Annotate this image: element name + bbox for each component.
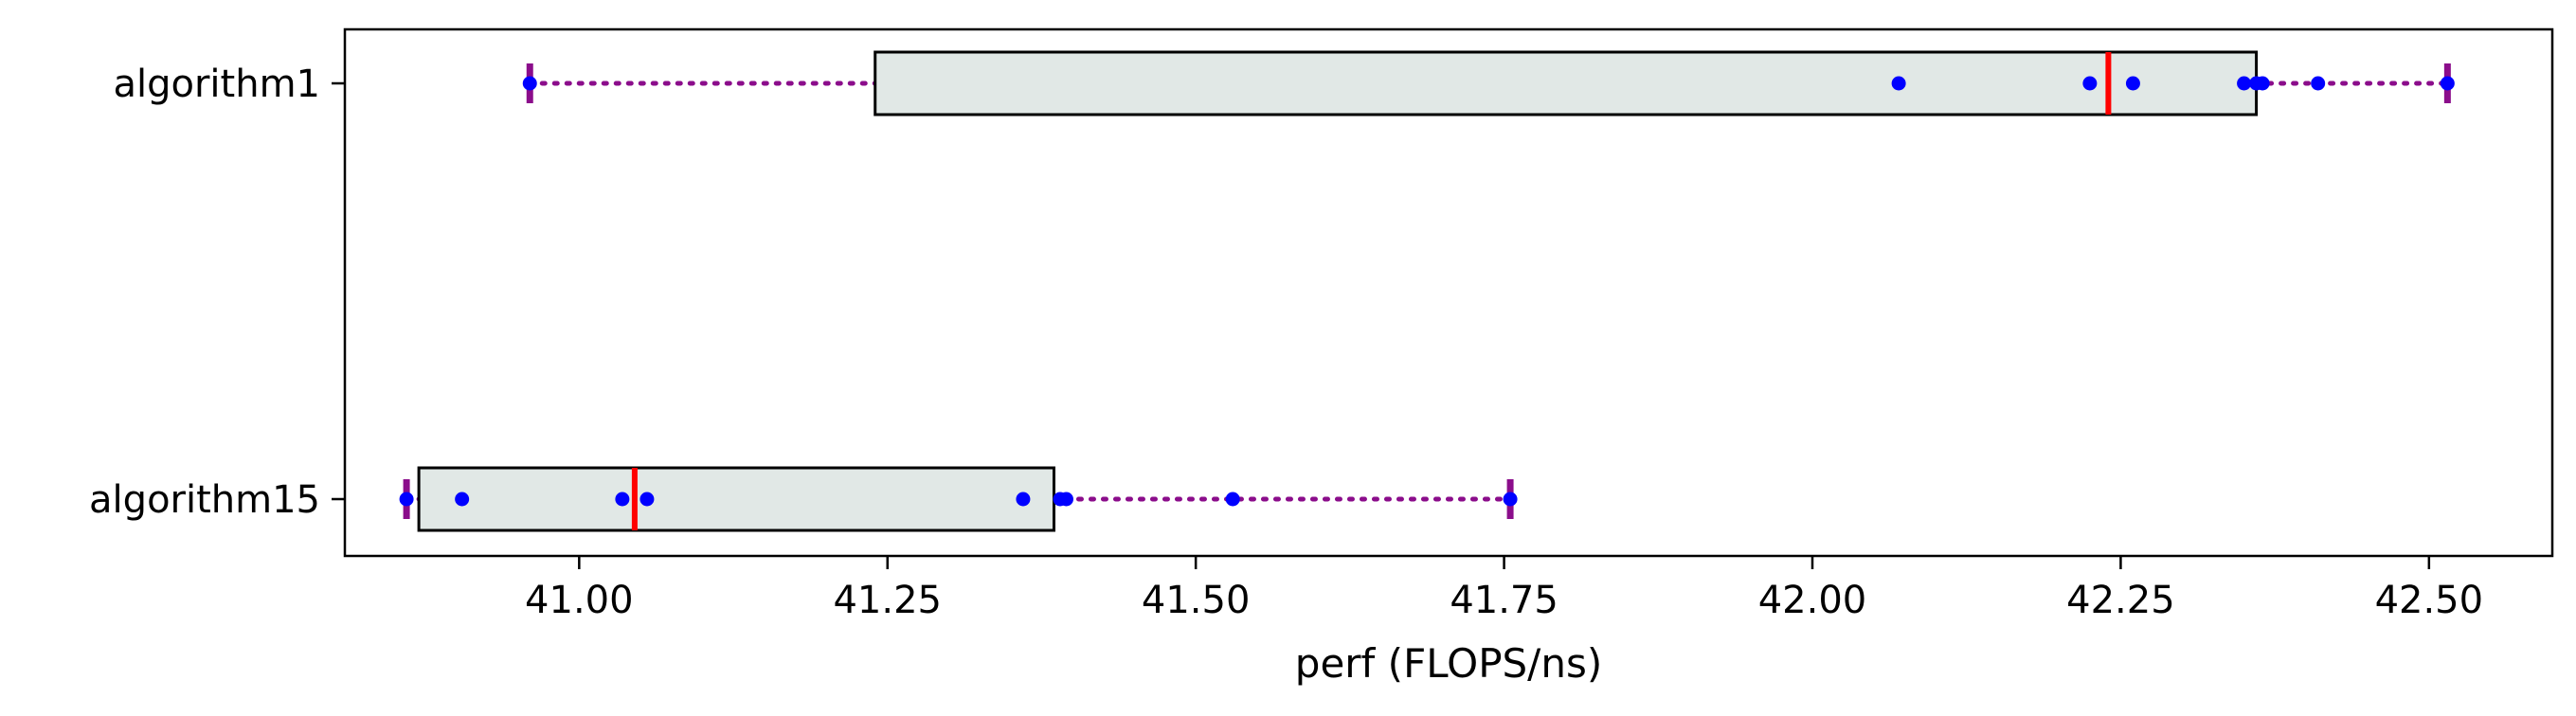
data-point-algorithm15-1	[455, 492, 470, 507]
data-point-algorithm1-7	[2311, 76, 2326, 91]
x-tick-label-2: 41.50	[1142, 579, 1251, 622]
series-algorithm1	[522, 50, 2455, 116]
data-point-algorithm15-4	[1016, 492, 1031, 507]
x-axis-label: perf (FLOPS/ns)	[1295, 640, 1602, 687]
x-axis: 41.00 41.25 41.50 41.75 42.00 42.25 42.50	[525, 556, 2483, 622]
data-point-algorithm1-4	[2237, 76, 2252, 91]
series-algorithm15	[399, 466, 1518, 532]
data-point-algorithm15-6	[1058, 492, 1073, 507]
data-point-algorithm15-8	[1503, 492, 1518, 507]
data-point-algorithm15-3	[639, 492, 655, 507]
y-tick-label-algorithm15: algorithm15	[89, 478, 320, 522]
x-tick-label-5: 42.25	[2066, 579, 2175, 622]
box-algorithm1	[874, 50, 2259, 116]
plot-frame	[343, 27, 2554, 558]
box-algorithm15	[417, 466, 1055, 532]
y-axis: algorithm1 algorithm15	[89, 63, 345, 522]
data-point-algorithm1-0	[522, 76, 537, 91]
data-point-algorithm1-1	[1891, 76, 1906, 91]
x-tick-label-6: 42.50	[2375, 579, 2484, 622]
data-point-algorithm1-3	[2125, 76, 2140, 91]
x-tick-label-3: 41.75	[1450, 579, 1558, 622]
data-point-algorithm1-2	[2082, 76, 2098, 91]
x-tick-label-4: 42.00	[1758, 579, 1867, 622]
data-point-algorithm15-7	[1225, 492, 1240, 507]
data-point-algorithm15-0	[399, 492, 414, 507]
data-point-algorithm1-6	[2255, 76, 2270, 91]
plot-area	[399, 50, 2455, 532]
data-point-algorithm15-2	[615, 492, 630, 507]
x-tick-label-0: 41.00	[525, 579, 634, 622]
x-tick-label-1: 41.25	[833, 579, 942, 622]
data-point-algorithm1-8	[2440, 76, 2455, 91]
y-tick-label-algorithm1: algorithm1	[114, 63, 321, 106]
